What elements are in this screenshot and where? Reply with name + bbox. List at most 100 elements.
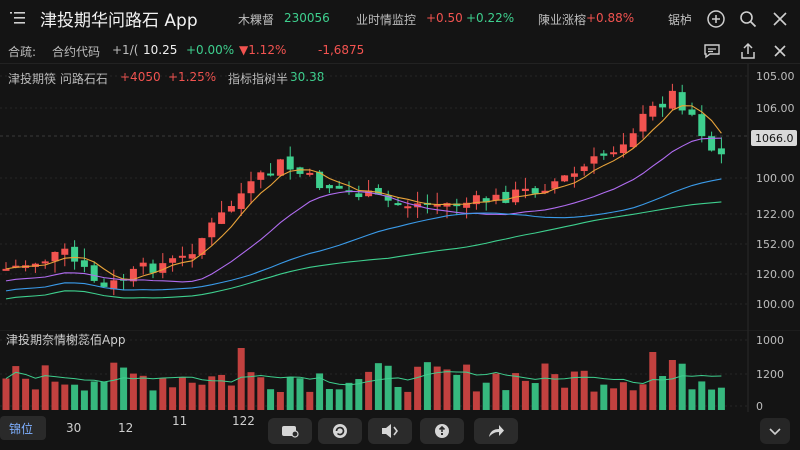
search-icon[interactable] — [738, 9, 758, 29]
volume-bar — [296, 378, 304, 410]
volume-chart[interactable]: 1000 1200 0 — [0, 330, 800, 412]
volume-bar — [247, 372, 255, 410]
volume-bar — [423, 362, 431, 410]
candle-body — [335, 185, 343, 189]
comment-icon[interactable] — [702, 41, 722, 61]
volume-bar — [159, 378, 167, 410]
interval-tab-2[interactable]: 30 — [66, 421, 82, 435]
candle-body — [247, 181, 255, 194]
volume-bar — [12, 366, 20, 410]
candle-body — [139, 262, 147, 267]
candle-body — [482, 198, 490, 203]
volume-bar — [178, 377, 186, 410]
menu-icon[interactable] — [10, 9, 28, 27]
volume-ma-line — [5, 371, 722, 386]
volume-bar — [551, 374, 559, 410]
interval-tab-1[interactable]: 锦位 — [0, 416, 46, 440]
candle-body — [600, 153, 608, 156]
candle-body — [688, 109, 696, 115]
candle-body — [110, 280, 118, 290]
sound-button[interactable] — [368, 418, 412, 444]
volume-bar — [188, 382, 196, 410]
volume-bar — [384, 365, 392, 410]
candle-body — [80, 260, 88, 267]
ticker-label-3[interactable]: 陳业涨榕 — [538, 13, 587, 27]
volume-bar — [512, 373, 520, 410]
sound-icon — [382, 424, 398, 438]
ticker-label-1[interactable]: 木粿督 — [238, 13, 275, 27]
info-button[interactable] — [420, 418, 464, 444]
candle-body — [698, 114, 706, 137]
candle-body — [590, 156, 598, 164]
quote-label: 合疏: — [8, 45, 37, 59]
candle-body — [208, 222, 216, 238]
refresh-button[interactable] — [318, 418, 362, 444]
interval-tab-4[interactable]: 11 — [172, 414, 188, 428]
candle-body — [169, 258, 177, 263]
close-icon[interactable] — [770, 41, 790, 61]
ticker-value-1: 230056 — [284, 11, 330, 25]
candle-body — [100, 282, 108, 287]
close-icon[interactable] — [770, 9, 790, 29]
volume-bar — [227, 385, 235, 410]
top-bar: 津投期华问路石 App 木粿督 230056 业时情监控 +0.50 +0.22… — [0, 0, 800, 38]
volume-bar — [129, 373, 137, 410]
candle-body — [678, 92, 686, 111]
candle-body — [227, 206, 235, 212]
candle-body — [12, 265, 20, 268]
volume-bar — [2, 378, 10, 410]
ma60-line — [5, 201, 722, 300]
share-icon[interactable] — [738, 41, 758, 61]
volume-bar — [678, 363, 686, 410]
add-icon[interactable] — [706, 9, 726, 29]
candle-body — [296, 167, 304, 174]
candle-body — [159, 263, 167, 273]
candle-body — [619, 144, 627, 154]
volume-bar — [492, 373, 500, 410]
candle-body — [61, 248, 69, 255]
volume-bar — [149, 390, 157, 410]
candle-body — [453, 203, 461, 207]
change-pct: +0.00% — [186, 43, 235, 57]
candle-body — [149, 263, 157, 273]
volume-bar — [443, 369, 451, 410]
volume-bar — [306, 391, 314, 410]
indicator-value: 30.38 — [290, 70, 325, 84]
volume-bar — [374, 363, 382, 410]
volume-bar — [365, 371, 373, 410]
candle-body — [433, 204, 441, 207]
candle-body — [708, 136, 716, 151]
volume-bar — [482, 382, 490, 410]
volume-axis-label: 1200 — [756, 368, 784, 381]
volume-bar — [80, 390, 88, 410]
candle-body — [394, 203, 402, 206]
interval-tab-3[interactable]: 12 — [118, 421, 134, 435]
ticker-label-2[interactable]: 业时情监控 — [356, 13, 417, 27]
candle-body — [237, 193, 245, 209]
candle-body — [492, 194, 500, 201]
volume-bar — [355, 379, 363, 410]
candle-body — [649, 105, 657, 117]
interval-tab-5[interactable]: 122 — [232, 414, 255, 428]
volume-bar — [51, 381, 59, 410]
ticker-pct-2: +0.22% — [466, 11, 515, 25]
volume-bar — [639, 384, 647, 410]
candle-body — [71, 246, 79, 262]
volume-bar — [580, 370, 588, 410]
chevron-down-icon — [769, 428, 781, 436]
camera-button[interactable] — [268, 418, 312, 444]
volume-bar — [453, 374, 461, 410]
candle-body — [276, 159, 284, 176]
volume-bar — [570, 371, 578, 410]
volume-bar — [100, 381, 108, 410]
forward-button[interactable] — [474, 418, 518, 444]
volume-bar — [31, 389, 39, 410]
ticker-label-4[interactable]: 锯栌 — [668, 13, 693, 27]
volume-bar — [521, 380, 529, 410]
collapse-button[interactable] — [760, 418, 790, 444]
bottom-bar: 锦位 30 12 11 122 — [0, 412, 800, 450]
candlestick-chart[interactable]: 105.00 106.00 100.00 122.00 152.00 120.00 100.… — [0, 64, 800, 330]
volume-bar — [257, 377, 265, 410]
volume-bar — [139, 375, 147, 410]
contract-code-label[interactable]: 合约代码 — [52, 45, 101, 59]
